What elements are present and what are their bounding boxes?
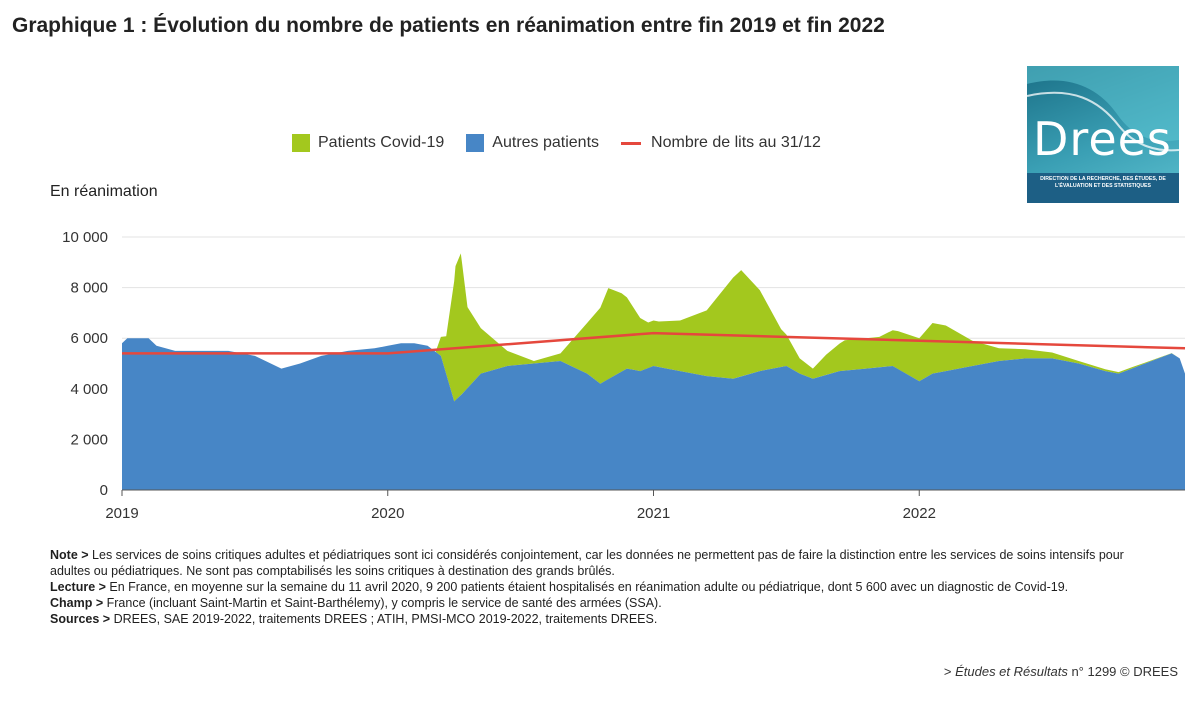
x-tick-label: 2022 xyxy=(903,505,936,522)
series-area-other-patients xyxy=(122,338,1185,490)
note-text: France (incluant Saint-Martin et Saint-B… xyxy=(103,596,662,610)
page-title: Graphique 1 : Évolution du nombre de pat… xyxy=(12,14,885,37)
y-tick-label: 0 xyxy=(100,482,108,499)
legend-swatch-beds xyxy=(621,141,642,145)
x-tick-label: 2019 xyxy=(105,505,138,522)
logo-subtitle: DIRECTION DE LA RECHERCHE, DES ÉTUDES, D… xyxy=(1027,173,1179,203)
legend-swatch-covid xyxy=(292,134,310,152)
note-line: Lecture > En France, en moyenne sur la s… xyxy=(50,579,1160,595)
logo-wordmark: Drees xyxy=(1033,112,1172,166)
chart-legend: Patients Covid-19 Autres patients Nombre… xyxy=(292,134,843,152)
legend-item-other: Autres patients xyxy=(466,134,599,152)
y-axis-label: En réanimation xyxy=(50,183,158,200)
series-line-beds xyxy=(122,331,1186,355)
note-label: Champ > xyxy=(50,596,104,610)
publication-credit: > Études et Résultats n° 1299 © DREES xyxy=(944,664,1178,679)
series-area-covid xyxy=(122,253,1185,402)
y-tick-label: 2 000 xyxy=(70,431,108,448)
chart-plot: 0 2 000 4 000 6 000 8 000 10 000 2019 2020 2021 2… xyxy=(62,229,1186,522)
note-line: Sources > DREES, SAE 2019-2022, traiteme… xyxy=(50,611,1160,627)
logo-swoosh-icon xyxy=(1027,66,1179,152)
legend-item-beds: Nombre de lits au 31/12 xyxy=(621,134,821,152)
y-tick-label: 8 000 xyxy=(70,280,108,297)
chart-notes: Note > Les services de soins critiques a… xyxy=(50,547,1160,627)
x-tick-label: 2020 xyxy=(371,505,404,522)
note-text: Les services de soins critiques adultes … xyxy=(50,548,1124,578)
y-tick-label: 6 000 xyxy=(70,330,108,347)
credit-publication: Études et Résultats xyxy=(955,664,1068,679)
legend-label-beds: Nombre de lits au 31/12 xyxy=(651,134,821,151)
note-label: Note > xyxy=(50,548,89,562)
legend-item-covid: Patients Covid-19 xyxy=(292,134,444,152)
note-text: DREES, SAE 2019-2022, traitements DREES … xyxy=(110,612,658,626)
legend-label-covid: Patients Covid-19 xyxy=(318,134,445,151)
credit-prefix: > xyxy=(943,664,956,679)
note-label: Lecture > xyxy=(50,580,106,594)
note-line: Note > Les services de soins critiques a… xyxy=(50,547,1160,579)
x-tick-label: 2021 xyxy=(637,505,670,522)
note-label: Sources > xyxy=(50,612,111,626)
y-tick-label: 10 000 xyxy=(62,229,108,246)
note-text: En France, en moyenne sur la semaine du … xyxy=(105,580,1069,594)
drees-logo: Drees DIRECTION DE LA RECHERCHE, DES ÉTU… xyxy=(1027,66,1179,203)
legend-label-other: Autres patients xyxy=(492,134,600,151)
note-line: Champ > France (incluant Saint-Martin et… xyxy=(50,595,1160,611)
legend-swatch-other xyxy=(466,134,485,152)
y-tick-label: 4 000 xyxy=(70,381,108,398)
credit-number: n° 1299 © DREES xyxy=(1067,664,1178,679)
